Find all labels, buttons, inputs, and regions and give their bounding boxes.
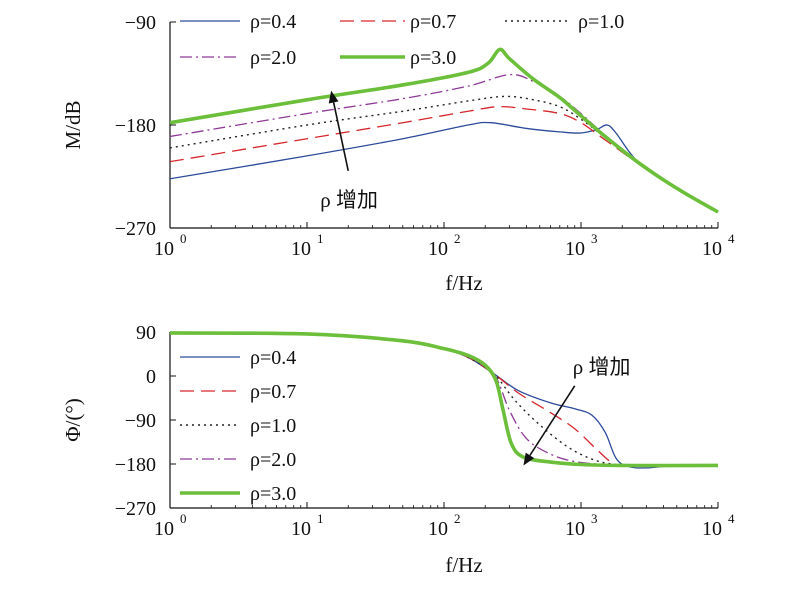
x-axis-label: f/Hz xyxy=(445,271,482,295)
y-tick-label: −90 xyxy=(125,12,156,34)
x-tick-label: 10 xyxy=(565,238,585,260)
legend-label-5: ρ=3.0 xyxy=(250,483,296,505)
legend-label-5: ρ=3.0 xyxy=(410,47,456,69)
y-axis-label: M/dB xyxy=(61,100,85,149)
annotation-arrow-shaft xyxy=(332,102,350,171)
y-tick-label: −270 xyxy=(115,218,156,240)
annotation-arrow-head xyxy=(328,90,339,104)
legend-label-2: ρ=0.7 xyxy=(410,11,456,33)
y-tick-label: −90 xyxy=(125,410,156,432)
x-tick-exponent: 4 xyxy=(728,511,735,526)
x-tick-label: 10 xyxy=(428,238,448,260)
x-tick-exponent: 1 xyxy=(317,231,324,246)
y-tick-label: 0 xyxy=(146,366,156,388)
legend-label-4: ρ=2.0 xyxy=(250,47,296,69)
panel-phase: 10 0 10 1 10 2 10 3 10 4 90 0 −90 −180 −270 f/Hz Φ/(°) ρ=… xyxy=(61,322,735,577)
y-axis-label: Φ/(°) xyxy=(61,398,85,442)
x-tick-label: 10 xyxy=(702,238,722,260)
legend-label-1: ρ=0.4 xyxy=(250,11,296,33)
legend-label-2: ρ=0.7 xyxy=(250,381,296,403)
annotation-arrow-shaft xyxy=(529,385,576,456)
x-tick-exponent: 4 xyxy=(728,231,735,246)
y-tick-label: −180 xyxy=(115,115,156,137)
x-tick-label: 10 xyxy=(428,518,448,540)
x-tick-exponent: 1 xyxy=(317,511,324,526)
x-tick-label: 10 xyxy=(154,238,174,260)
annotation-arrow-head xyxy=(523,452,535,466)
legend-label-3: ρ=1.0 xyxy=(250,415,296,437)
y-tick-label: 90 xyxy=(136,322,156,344)
x-tick-label: 10 xyxy=(291,238,311,260)
y-tick-label: −270 xyxy=(115,498,156,520)
legend-label-1: ρ=0.4 xyxy=(250,347,296,369)
annotation-label: ρ 增加 xyxy=(573,355,631,379)
series-line-magnitude-4 xyxy=(170,73,719,213)
series-line-magnitude-1 xyxy=(170,121,719,213)
x-tick-label: 10 xyxy=(291,518,311,540)
x-tick-exponent: 2 xyxy=(454,231,461,246)
x-tick-exponent: 2 xyxy=(454,511,461,526)
x-tick-exponent: 0 xyxy=(180,231,187,246)
series-line-phase-5 xyxy=(170,331,719,468)
x-tick-exponent: 3 xyxy=(591,231,598,246)
series-line-magnitude-3 xyxy=(170,95,719,213)
x-axis-label: f/Hz xyxy=(445,553,482,577)
y-tick-label: −180 xyxy=(115,454,156,476)
panel-magnitude: 10 0 10 1 10 2 10 3 10 4 −90 −180 −270 f/Hz M/dB ρ=0.4 ρ… xyxy=(61,11,735,295)
x-tick-label: 10 xyxy=(565,518,585,540)
legend-label-3: ρ=1.0 xyxy=(578,11,624,33)
annotation-label: ρ 增加 xyxy=(320,188,378,212)
x-tick-exponent: 0 xyxy=(180,511,187,526)
x-tick-exponent: 3 xyxy=(591,511,598,526)
series-line-magnitude-5 xyxy=(170,47,719,214)
legend-label-4: ρ=2.0 xyxy=(250,449,296,471)
x-tick-label: 10 xyxy=(702,518,722,540)
x-tick-label: 10 xyxy=(154,518,174,540)
